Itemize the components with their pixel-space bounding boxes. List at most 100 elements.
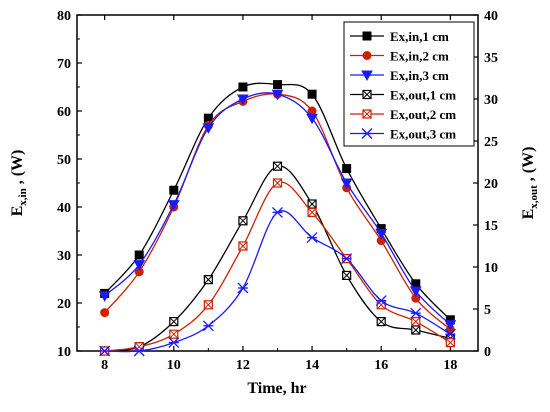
data-point xyxy=(410,307,422,319)
x-tick-label: 18 xyxy=(443,358,457,373)
marker-cross-b xyxy=(362,90,372,99)
marker-cross-b xyxy=(411,325,421,335)
data-point xyxy=(99,345,111,357)
data-point xyxy=(133,260,146,271)
y-left-tick-label: 80 xyxy=(57,9,71,24)
y-right-axis-title: Ex,out , (W) xyxy=(520,147,540,220)
legend-label: Ex,out,3 cm xyxy=(390,127,456,142)
marker-cross-b xyxy=(238,216,248,226)
data-point xyxy=(272,161,283,171)
data-point xyxy=(238,216,248,226)
y-left-tick-label: 30 xyxy=(57,249,71,264)
marker-cross-b xyxy=(273,161,282,171)
y-left-tick-label: 70 xyxy=(57,57,71,72)
legend: Ex,in,1 cm Ex,in,2 cm Ex,in,3 cm Ex,out,1 c… xyxy=(343,21,475,147)
y-left-tick-label: 60 xyxy=(57,105,71,120)
marker-cross-b xyxy=(169,329,179,339)
y-right-tick-label: 5 xyxy=(484,303,491,318)
data-point xyxy=(237,94,249,106)
legend-label: Ex,in,2 cm xyxy=(390,49,449,64)
data-point xyxy=(411,317,421,327)
legend-label: Ex,in,1 cm xyxy=(390,29,449,44)
data-point xyxy=(445,338,455,348)
data-point xyxy=(169,329,179,339)
x-tick-label: 12 xyxy=(236,358,250,373)
y-right-tick-label: 20 xyxy=(484,177,498,192)
x-tick-label: 10 xyxy=(167,358,181,373)
legend-entry: Ex,out,3 cm xyxy=(350,127,456,142)
data-point xyxy=(307,207,317,217)
y-right-tick-label: 40 xyxy=(484,9,498,24)
data-point xyxy=(168,337,180,349)
y-left-axis-title: Ex,in , (W) xyxy=(9,150,29,217)
data-point xyxy=(98,291,111,302)
data-point xyxy=(306,232,318,244)
y-right-tick-label: 15 xyxy=(484,219,498,234)
data-point xyxy=(340,178,353,190)
y-left-tick-label: 10 xyxy=(57,345,71,360)
legend-marker xyxy=(362,109,372,119)
data-point xyxy=(444,328,456,340)
series-line xyxy=(104,210,451,353)
marker-cross-b xyxy=(204,300,213,310)
x-tick-label: 8 xyxy=(101,358,108,373)
data-point xyxy=(272,178,283,188)
data-point xyxy=(133,345,145,357)
y-right-tick-label: 30 xyxy=(484,93,498,108)
legend-marker xyxy=(362,51,372,60)
marker-cross-b xyxy=(238,241,248,251)
svg-text:Ex,in , (W): Ex,in , (W) xyxy=(9,150,29,217)
data-point xyxy=(444,320,457,331)
data-point xyxy=(134,250,144,260)
y-right-tick-label: 0 xyxy=(484,345,491,360)
data-point xyxy=(342,164,352,174)
legend-label: Ex,in,3 cm xyxy=(390,68,449,83)
legend-marker xyxy=(361,128,373,139)
svg-text:Ex,out , (W): Ex,out , (W) xyxy=(520,147,540,220)
data-point xyxy=(238,82,248,92)
series-ex-out-1-cm xyxy=(100,161,455,356)
data-point xyxy=(411,325,421,335)
y-left-tick-label: 20 xyxy=(57,297,71,312)
marker-cross-b xyxy=(307,208,317,217)
marker-cross-b xyxy=(342,271,351,280)
marker-cross-b xyxy=(169,317,179,326)
legend-entry: Ex,in,2 cm xyxy=(350,49,449,64)
legend-label: Ex,out,1 cm xyxy=(390,88,456,103)
data-point xyxy=(409,286,422,298)
legend-entry: Ex,in,3 cm xyxy=(350,68,449,83)
data-point xyxy=(342,270,352,280)
y-right-tick-label: 10 xyxy=(484,261,498,276)
data-point xyxy=(202,320,214,332)
data-point xyxy=(203,275,213,285)
data-point xyxy=(238,241,248,251)
marker-cross-b xyxy=(445,338,455,347)
marker-cross-b xyxy=(204,275,213,284)
data-point xyxy=(341,253,353,265)
legend-entry: Ex,out,2 cm xyxy=(350,107,456,122)
data-point xyxy=(169,317,179,327)
marker-cross-b xyxy=(273,178,282,188)
y-right-subscript: x,out xyxy=(528,185,540,209)
data-point xyxy=(307,89,317,99)
data-point xyxy=(167,200,180,211)
legend-box xyxy=(343,21,475,147)
y-left-tick-label: 40 xyxy=(57,201,71,216)
data-point xyxy=(237,282,249,294)
ticks-layer: 8 10 12 14 16 18 10 20 30 40 50 60 70 80 0 5 10 15 20 25 30 3… xyxy=(57,9,498,373)
data-point xyxy=(169,185,179,195)
legend-marker xyxy=(361,70,373,82)
series-line xyxy=(104,181,451,352)
data-point xyxy=(271,89,284,101)
marker-cross-b xyxy=(307,199,317,209)
y-left-tick-label: 50 xyxy=(57,153,71,168)
legend-entry: Ex,out,1 cm xyxy=(350,88,456,103)
legend-marker xyxy=(362,31,372,41)
data-point xyxy=(202,123,215,134)
data-point xyxy=(376,317,386,327)
data-point xyxy=(134,342,144,352)
y-right-tick-label: 35 xyxy=(484,51,498,66)
y-left-subscript: x,in xyxy=(17,188,29,205)
legend-entry: Ex,in,1 cm xyxy=(350,29,449,44)
